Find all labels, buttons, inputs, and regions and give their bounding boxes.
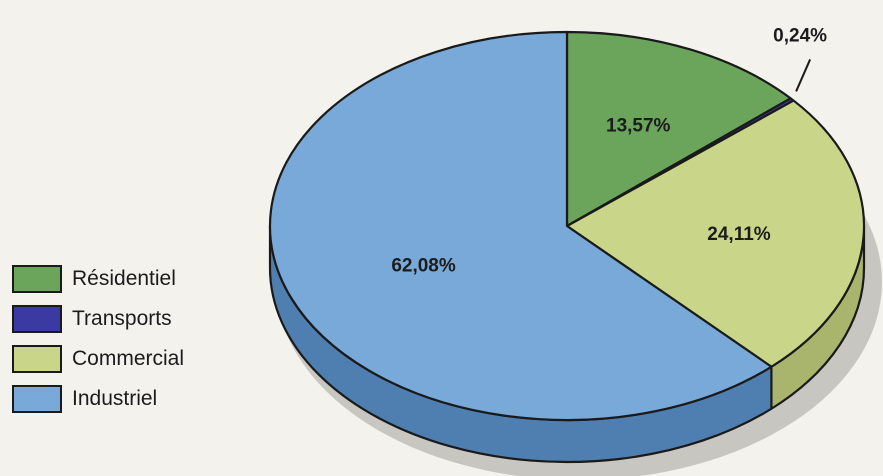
legend-swatch-residentiel — [12, 265, 62, 293]
legend-label-residentiel: Résidentiel — [72, 267, 176, 290]
legend-item-residentiel: Résidentiel — [12, 262, 184, 296]
legend: Résidentiel Transports Commercial Indust… — [12, 262, 184, 416]
legend-item-commercial: Commercial — [12, 342, 184, 376]
legend-label-commercial: Commercial — [72, 347, 185, 370]
pie-value-label-residentiel: 13,57% — [606, 116, 671, 137]
pie-value-label-transports: 0,24% — [773, 25, 827, 46]
pie-slice-residentiel — [565, 30, 792, 228]
legend-swatch-transports — [12, 305, 62, 333]
pie-leader-transports — [795, 59, 812, 92]
pie-value-label-commercial: 24,11% — [707, 224, 770, 245]
pie-slice-industriel — [268, 30, 773, 422]
legend-label-transports: Transports — [72, 307, 172, 330]
legend-item-transports: Transports — [12, 302, 184, 336]
pie-value-label-industriel: 62,08% — [391, 255, 456, 276]
legend-item-industriel: Industriel — [12, 382, 184, 416]
pie-slice-commercial — [565, 99, 866, 368]
legend-swatch-commercial — [12, 345, 62, 373]
legend-swatch-industriel — [12, 385, 62, 413]
legend-label-industriel: Industriel — [72, 387, 158, 410]
